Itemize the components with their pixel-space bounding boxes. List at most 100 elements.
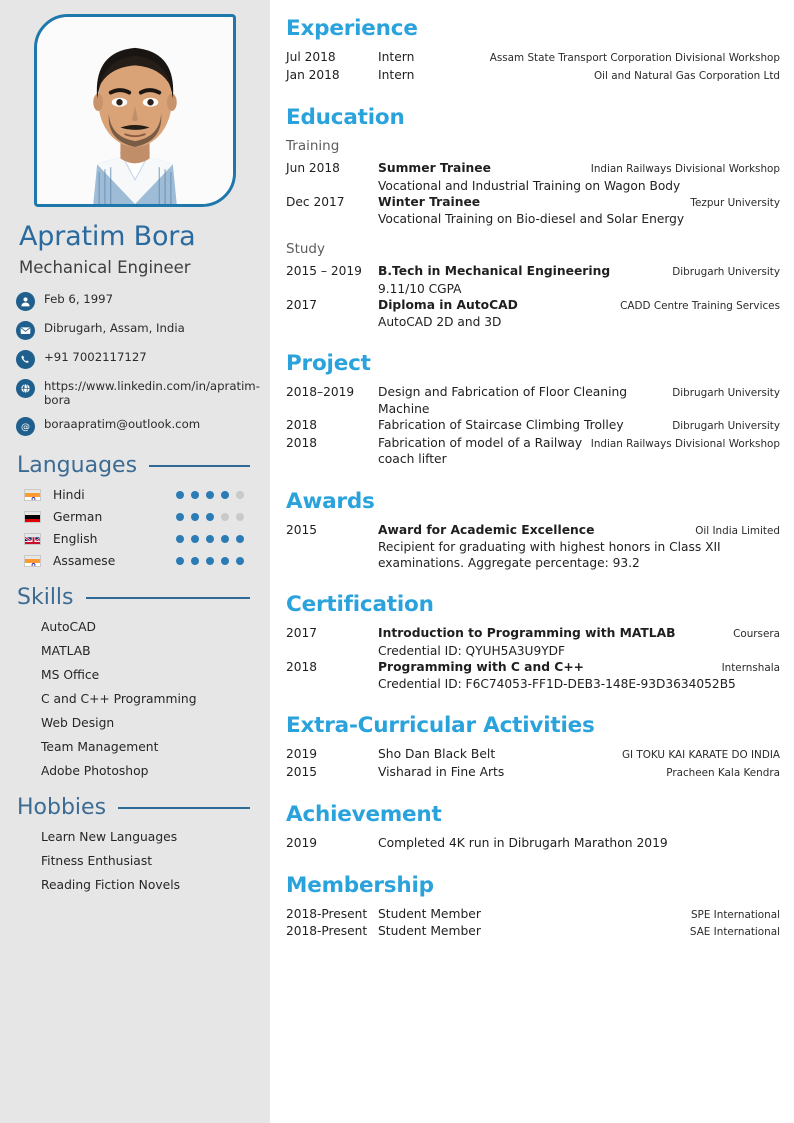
phone-icon [16, 350, 35, 369]
contact-item-phone[interactable]: +91 7002117127 [16, 349, 256, 369]
contact-text: Feb 6, 1997 [44, 292, 114, 306]
table-row: 2017 Introduction to Programming with MA… [286, 625, 780, 659]
table-row: 2017 Diploma in AutoCAD CADD Centre Trai… [286, 297, 780, 331]
experience-rows: Jul 2018 Intern Assam State Transport Co… [286, 49, 780, 84]
contact-text: boraapratim@outlook.com [44, 417, 201, 431]
row-date: 2018 [286, 435, 318, 450]
row-title: Winter Trainee [378, 194, 481, 209]
row-date: 2015 [286, 522, 318, 537]
extra-curricular-rows: 2019 Sho Dan Black Belt GI TOKU KAI KARA… [286, 746, 780, 781]
contact-item-email[interactable]: @ boraapratim@outlook.com [16, 416, 256, 436]
row-description: Vocational Training on Bio-diesel and So… [378, 212, 685, 226]
row-date: Jan 2018 [286, 67, 340, 82]
contact-item-location: Dibrugarh, Assam, India [16, 320, 256, 340]
row-org: Tezpur University [690, 196, 780, 209]
row-org: Indian Railways Divisional Workshop [590, 437, 780, 450]
row-org: SPE International [690, 908, 780, 921]
table-row: Jul 2018 Intern Assam State Transport Co… [286, 49, 780, 67]
uk-flag-icon [24, 533, 41, 545]
list-item: Adobe Photoshop [41, 764, 149, 778]
india-flag-icon [24, 489, 41, 501]
row-org: Internshala [721, 661, 780, 674]
row-org: Dibrugarh University [672, 420, 780, 432]
proficiency-dots [176, 557, 244, 565]
table-row: 2018–2019 Design and Fabrication of Floo… [286, 384, 780, 417]
list-item: English [24, 532, 256, 546]
portrait-photo [37, 17, 233, 204]
svg-text:@: @ [21, 423, 30, 433]
row-description: 9.11/10 CGPA [378, 281, 462, 296]
list-item: MS Office [41, 668, 100, 682]
person-icon [16, 292, 35, 311]
section-heading-achievement: Achievement [286, 802, 442, 827]
table-row: 2018 Fabrication of Staircase Climbing T… [286, 417, 780, 435]
table-row: 2018-Present Student Member SPE Internat… [286, 906, 780, 924]
table-row: Jun 2018 Summer Trainee Indian Railways … [286, 160, 780, 194]
languages-heading: Languages [17, 453, 138, 478]
list-item: Web Design [41, 716, 115, 730]
contact-text: +91 7002117127 [44, 350, 147, 364]
row-date: 2018 [286, 418, 318, 432]
row-org: Assam State Transport Corporation Divisi… [489, 52, 780, 64]
row-description: Recipient for graduating with highest ho… [378, 540, 721, 570]
proficiency-dots [176, 491, 244, 499]
row-title: Student Member [378, 924, 481, 938]
list-item: Team Management [41, 740, 159, 754]
row-org: Dibrugarh University [672, 266, 780, 278]
row-date: 2017 [286, 626, 318, 640]
contact-text: Dibrugarh, Assam, India [44, 321, 185, 335]
list-item: Assamese [24, 554, 256, 568]
list-item: Reading Fiction Novels [41, 878, 181, 892]
project-rows: 2018–2019 Design and Fabrication of Floo… [286, 384, 780, 468]
row-date: 2018–2019 [286, 385, 355, 399]
heading-rule [149, 464, 250, 467]
row-org: Pracheen Kala Kendra [666, 766, 780, 779]
sidebar-section-heading-languages: Languages [17, 453, 256, 478]
sidebar-section-heading-skills: Skills [17, 585, 256, 610]
row-date: 2015 – 2019 [286, 264, 362, 278]
education-study-rows: 2015 – 2019 B.Tech in Mechanical Enginee… [286, 263, 780, 330]
row-date: Jul 2018 [286, 50, 336, 64]
contact-text: https://www.linkedin.com/in/apratim-bora [44, 379, 260, 407]
list-item: German [24, 510, 256, 524]
row-date: 2019 [286, 836, 318, 850]
table-row: 2015 Visharad in Fine Arts Pracheen Kala… [286, 764, 780, 782]
membership-rows: 2018-Present Student Member SPE Internat… [286, 906, 780, 941]
envelope-icon [16, 321, 35, 340]
row-org: GI TOKU KAI KARATE DO INDIA [621, 749, 780, 761]
table-row: 2019 Sho Dan Black Belt GI TOKU KAI KARA… [286, 746, 780, 764]
row-org: SAE International [689, 926, 780, 938]
skills-list: AutoCAD MATLAB MS Office C and C++ Progr… [41, 620, 256, 778]
heading-rule [85, 596, 250, 599]
skills-heading: Skills [17, 585, 74, 610]
language-label: English [53, 532, 98, 546]
row-title: Summer Trainee [378, 161, 491, 175]
list-item: Hindi [24, 488, 256, 502]
row-org: Dibrugarh University [672, 387, 780, 399]
row-title: Introduction to Programming with MATLAB [378, 626, 676, 640]
achievement-rows: 2019 Completed 4K run in Dibrugarh Marat… [286, 835, 780, 852]
subsection-label-training: Training [286, 138, 340, 154]
proficiency-dots [176, 535, 244, 543]
contact-item-birthdate: Feb 6, 1997 [16, 291, 256, 311]
table-row: Jan 2018 Intern Oil and Natural Gas Corp… [286, 67, 780, 85]
contact-item-linkedin[interactable]: https://www.linkedin.com/in/apratim-bora [16, 378, 260, 407]
row-date: 2018 [286, 659, 318, 674]
row-description: Credential ID: F6C74053-FF1D-DEB3-148E-9… [378, 677, 736, 691]
section-heading-certification: Certification [286, 592, 434, 617]
languages-list: Hindi German English [14, 488, 256, 568]
row-title: B.Tech in Mechanical Engineering [378, 264, 611, 278]
row-org: Coursera [733, 628, 780, 640]
row-title: Fabrication of Staircase Climbing Trolle… [378, 418, 624, 432]
germany-flag-icon [24, 511, 41, 523]
table-row: 2015 – 2019 B.Tech in Mechanical Enginee… [286, 263, 780, 297]
row-description: Vocational and Industrial Training on Wa… [378, 178, 681, 193]
section-heading-awards: Awards [286, 488, 375, 514]
row-title: Intern [378, 67, 415, 82]
awards-rows: 2015 Award for Academic Excellence Oil I… [286, 522, 780, 572]
list-item: MATLAB [41, 644, 91, 658]
section-heading-education: Education [286, 105, 405, 130]
table-row: 2018-Present Student Member SAE Internat… [286, 923, 780, 941]
row-title: Completed 4K run in Dibrugarh Marathon 2… [378, 836, 668, 850]
